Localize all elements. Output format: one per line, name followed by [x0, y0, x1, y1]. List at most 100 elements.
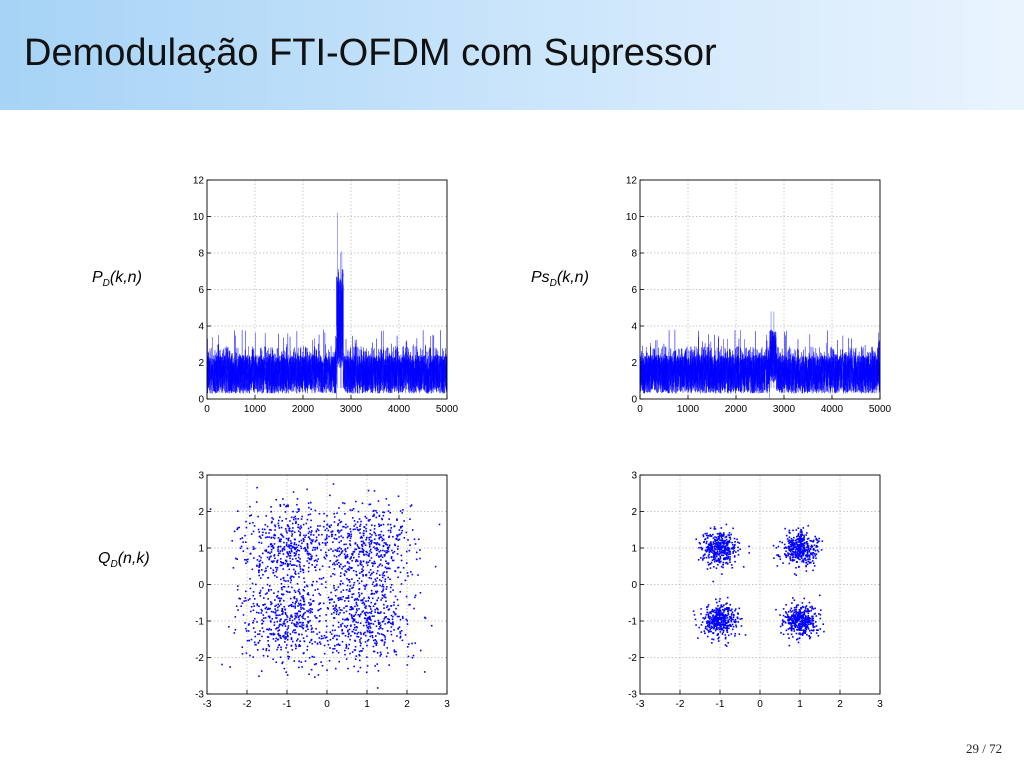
qs-point: [783, 547, 786, 550]
qs-point: [732, 548, 735, 550]
qd-point: [279, 614, 281, 616]
qs-point: [716, 548, 718, 551]
qs-point: [811, 545, 814, 548]
qd-point: [415, 551, 418, 554]
qd-point: [383, 618, 386, 620]
qd-point: [340, 548, 343, 550]
qd-point: [278, 644, 281, 646]
qs-point: [719, 549, 721, 551]
qd-point: [324, 538, 327, 541]
qd-point: [342, 589, 345, 591]
qd-point: [324, 586, 327, 589]
qs-point: [709, 527, 712, 530]
qd-point: [355, 601, 358, 604]
qd-point: [323, 644, 326, 647]
qs-point: [720, 610, 722, 613]
qd-point: [287, 631, 289, 634]
qd-point: [245, 562, 247, 565]
qs-point: [716, 538, 718, 541]
page-number: 29 / 72: [966, 741, 1003, 756]
qd-point: [360, 550, 363, 553]
qd-point: [317, 588, 319, 591]
qd-point: [366, 644, 368, 647]
qd-point: [280, 603, 282, 606]
qd-point: [302, 523, 305, 526]
qs-point: [734, 635, 736, 637]
qd-point: [368, 552, 371, 555]
qd-point: [295, 518, 297, 520]
qs-point: [797, 566, 800, 568]
qd-point: [310, 603, 312, 606]
qd-point: [266, 592, 268, 594]
qd-point: [296, 565, 298, 567]
qs-point: [719, 613, 722, 616]
qs-point: [729, 603, 732, 606]
qs-point: [733, 547, 736, 549]
qs-point: [788, 562, 791, 565]
qs-point: [798, 539, 801, 542]
qd-point: [376, 663, 379, 665]
qd-point: [405, 531, 408, 534]
qd-point: [368, 605, 371, 607]
qd-point: [354, 645, 357, 648]
qd-point: [336, 643, 338, 646]
qd-point: [342, 582, 344, 585]
qd-point: [391, 549, 393, 552]
qs-point: [801, 551, 804, 554]
qd-point: [303, 600, 305, 602]
qd-point: [266, 556, 269, 559]
qd-point: [396, 598, 399, 601]
qd-point: [366, 626, 369, 629]
qs-point: [803, 621, 805, 624]
qs-point: [804, 621, 807, 623]
qd-point: [310, 557, 313, 560]
qs-point: [813, 553, 816, 555]
qd-point: [247, 630, 250, 632]
qd-point: [399, 631, 401, 633]
qd-point: [302, 617, 304, 620]
qd-point: [270, 551, 273, 553]
qs-point: [810, 632, 812, 634]
qd-point: [339, 611, 341, 614]
qs-points: [692, 523, 825, 647]
qd-point: [364, 614, 367, 617]
qd-point: [262, 648, 264, 650]
qd-point: [370, 539, 373, 542]
qd-point: [338, 566, 341, 568]
qd-point: [393, 525, 396, 527]
qd-point: [309, 501, 312, 504]
qd-point: [380, 580, 383, 582]
qd-point: [276, 620, 279, 623]
qs-point: [707, 625, 709, 628]
qd-point: [375, 591, 378, 594]
qd-point: [280, 648, 282, 651]
qs-point: [811, 606, 814, 609]
qs-point: [801, 539, 804, 541]
qs-point: [793, 542, 796, 545]
qd-point: [345, 556, 348, 559]
qd-point: [261, 569, 263, 571]
qd-point: [290, 637, 293, 639]
qd-point: [281, 613, 283, 616]
qd-point: [293, 623, 295, 625]
qs-point: [704, 549, 707, 552]
qs-point: [730, 609, 732, 612]
qd-point: [408, 604, 410, 606]
qd-point: [382, 514, 385, 517]
qd-point: [284, 562, 287, 565]
qs-point: [727, 642, 729, 644]
qd-point: [355, 570, 357, 573]
qs-point: [710, 544, 713, 547]
qd-point: [284, 580, 287, 582]
qd-point: [367, 489, 370, 492]
qd-point: [241, 652, 244, 655]
qd-point: [336, 634, 338, 637]
qd-point: [373, 513, 375, 516]
pd-series-line: [206, 212, 448, 399]
qd-point: [275, 498, 278, 501]
qs-point: [801, 625, 803, 628]
qd-point: [330, 531, 332, 533]
qs-point: [799, 629, 802, 631]
qd-point: [310, 539, 313, 541]
qd-point: [291, 616, 293, 618]
